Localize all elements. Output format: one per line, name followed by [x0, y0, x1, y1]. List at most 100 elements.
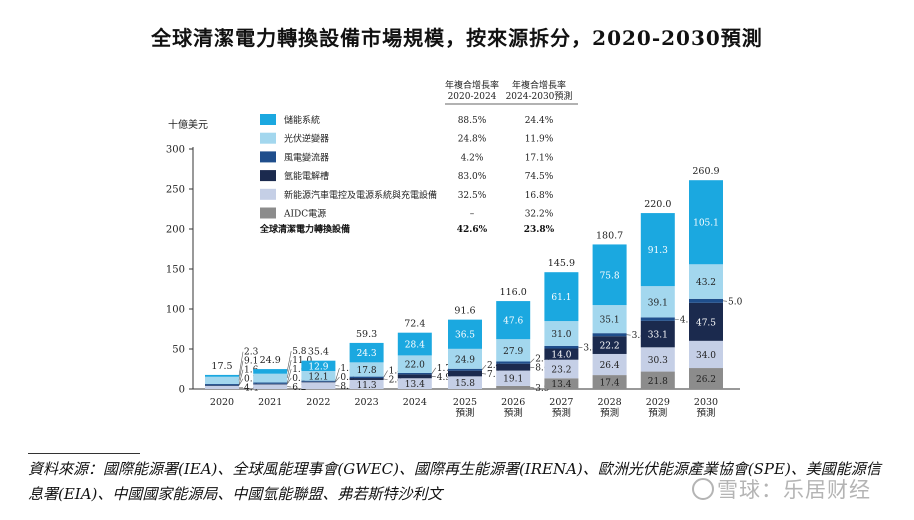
- y-tick-label: 0: [179, 385, 185, 396]
- bar-segment: [689, 302, 723, 341]
- legend-label: 風電變流器: [284, 151, 329, 163]
- legend-header: 2020-2024: [448, 92, 497, 102]
- leader-line: [286, 377, 292, 385]
- x-tick-label: 預測: [600, 407, 619, 419]
- snowball-logo-icon: [692, 478, 714, 500]
- legend-cagr-2020-2024: 88.5%: [458, 116, 487, 126]
- leader-line: [238, 378, 244, 386]
- x-tick-label: 預測: [648, 407, 667, 419]
- bar-segment: [205, 385, 239, 389]
- watermark-text: 雪球：乐居财经: [717, 478, 871, 502]
- legend-header: 年複合增長率: [512, 79, 566, 91]
- x-tick-label: 2028: [598, 397, 622, 408]
- chart-title: 全球清潔電力轉換設備市場規模，按來源拆分，2020-2030預測: [151, 26, 763, 50]
- legend-swatch: [260, 132, 276, 144]
- bar-segment-label: 13.4: [405, 380, 425, 390]
- bar-segment-label: 19.1: [503, 375, 523, 385]
- bar-segment: [397, 378, 432, 389]
- x-tick-label: 2024: [403, 397, 427, 408]
- bar-segment: [496, 385, 531, 389]
- bar-segment: [640, 320, 675, 348]
- bar-segment: [448, 348, 482, 369]
- bar-total-label: 145.9: [548, 258, 575, 269]
- x-tick-label: 預測: [504, 407, 523, 419]
- bar-total-label: 35.4: [308, 347, 329, 358]
- bar-segment: [253, 384, 288, 389]
- bar-segment-label: 12.9: [308, 362, 328, 372]
- bar-total-label: 116.0: [500, 287, 527, 298]
- leader-line: [578, 346, 583, 348]
- bar-segment-label: 14.0: [551, 351, 571, 361]
- legend-total-cagr-2020-2024: 42.6%: [457, 225, 488, 235]
- bar-segment: [349, 362, 384, 377]
- bar-segment-label: 2.8: [535, 355, 550, 365]
- bar-segment: [689, 340, 723, 369]
- bar-segment: [544, 348, 579, 360]
- chart: 十億美元0501001502002503004.40.21.69.12.317.…: [166, 79, 743, 419]
- bar-segment-label: 47.5: [696, 318, 716, 328]
- legend-swatch: [260, 207, 276, 219]
- bar-segment: [592, 333, 627, 337]
- leader-line: [238, 351, 244, 376]
- leader-line: [529, 358, 535, 363]
- bar-segment-label: 35.1: [600, 316, 620, 326]
- bar-segment-label: 8.6: [340, 382, 355, 392]
- leader-line: [238, 369, 244, 385]
- y-axis-label: 十億美元: [168, 118, 208, 131]
- leader-line: [530, 366, 535, 368]
- bar-segment-label: 33.1: [648, 331, 668, 341]
- leader-line: [335, 376, 340, 383]
- bar-segment: [544, 378, 579, 389]
- bar-segment-label: 1.6: [292, 365, 307, 375]
- leader-line: [431, 376, 436, 378]
- x-tick-label: 2021: [258, 397, 282, 408]
- bar-segment: [689, 180, 723, 265]
- bar-segment: [301, 371, 336, 381]
- bar-segment-label: 6.2: [292, 383, 306, 393]
- x-tick-label: 預測: [455, 407, 474, 419]
- bar-segment-label: 24.9: [455, 355, 475, 365]
- legend-cagr-2020-2024: 83.0%: [458, 172, 487, 182]
- bar-segment-label: 7.1: [487, 370, 501, 380]
- bar-segment: [205, 384, 239, 386]
- leader-line: [722, 300, 728, 302]
- legend-label: 光伏逆變器: [284, 133, 329, 145]
- source-note: 資料來源：國際能源署(IEA)、全球風能理事會(GWEC)、國際再生能源署(IR…: [28, 460, 881, 503]
- bar-segment-label: 17.8: [357, 366, 377, 376]
- x-tick-label: 2026: [501, 397, 525, 408]
- leader-line: [530, 387, 535, 389]
- bar-segment-label: 26.2: [696, 375, 716, 385]
- y-tick-label: 50: [172, 345, 185, 356]
- legend-label: 氫能電解槽: [284, 170, 329, 182]
- bar-segment-label: 30.3: [648, 356, 668, 366]
- bar-segment: [496, 363, 531, 371]
- bar-segment: [448, 368, 482, 371]
- bar-total-label: 17.5: [211, 361, 232, 372]
- x-tick-label: 2027: [549, 397, 573, 408]
- bar-segment-label: 4.9: [437, 373, 452, 383]
- legend-cagr-2024-2030: 17.1%: [525, 153, 554, 163]
- legend-swatch: [260, 151, 276, 163]
- bar-segment: [397, 332, 432, 356]
- legend-label: 儲能系統: [284, 114, 320, 126]
- legend-header: 年複合增長率: [445, 79, 499, 91]
- bar-segment: [544, 345, 579, 349]
- bar-segment: [205, 376, 239, 385]
- bar-segment-label: 21.8: [648, 377, 668, 387]
- y-tick-label: 200: [166, 225, 185, 236]
- bar-segment: [689, 264, 723, 299]
- bar-segment-label: 9.1: [244, 357, 258, 367]
- bar-segment: [253, 369, 288, 374]
- bar-segment-label: 0.2: [244, 375, 258, 385]
- bar-segment: [544, 321, 579, 346]
- bar-segment-label: 1.3: [340, 364, 355, 374]
- leader-line: [383, 378, 388, 380]
- legend-swatch: [260, 114, 276, 125]
- leader-line: [383, 370, 388, 378]
- bar-segment: [349, 378, 384, 380]
- bar-segment: [349, 342, 384, 363]
- bar-segment-label: 28.4: [405, 341, 425, 351]
- bar-segment-label: 1.7: [437, 364, 452, 374]
- legend-swatch: [260, 188, 276, 200]
- bar-segment-label: 0.3: [292, 374, 307, 384]
